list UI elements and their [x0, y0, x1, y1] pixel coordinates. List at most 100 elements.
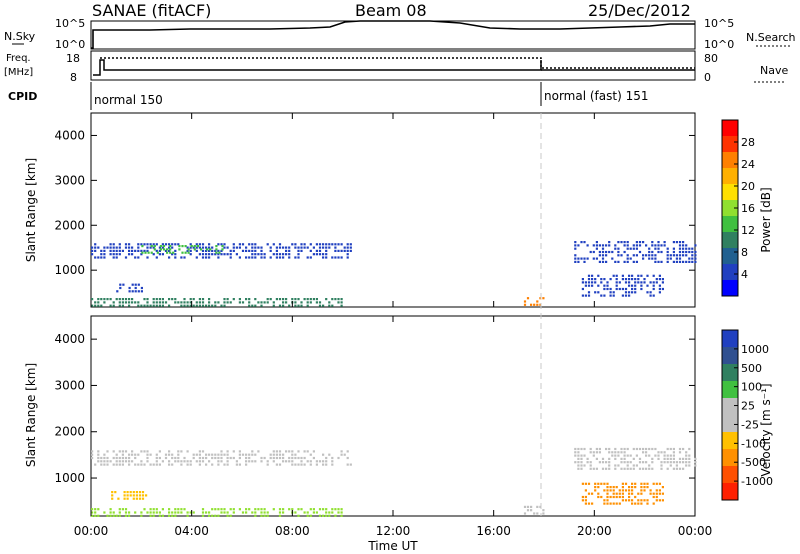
- radar-cell: [189, 304, 192, 307]
- radar-cell: [123, 497, 126, 500]
- radar-cell: [94, 246, 97, 249]
- colorbar-swatch: [722, 200, 738, 217]
- radar-cell: [158, 514, 161, 517]
- radar-cell: [624, 482, 628, 485]
- radar-cell: [635, 247, 638, 250]
- radar-cell: [103, 301, 106, 304]
- radar-cell: [282, 453, 285, 456]
- radar-cell: [685, 260, 688, 263]
- radar-cell: [201, 304, 205, 307]
- radar-cell: [278, 256, 282, 259]
- radar-cell: [174, 301, 177, 304]
- radar-cell: [124, 298, 128, 301]
- radar-cell: [118, 298, 121, 301]
- radar-cell: [183, 298, 186, 301]
- radar-cell: [328, 511, 331, 514]
- radar-cell: [331, 304, 334, 307]
- radar-cell: [315, 301, 318, 304]
- radar-cell: [229, 253, 232, 256]
- radar-cell: [140, 253, 143, 256]
- radar-cell: [642, 241, 645, 244]
- radar-cell: [121, 453, 124, 456]
- radar-cell: [628, 278, 631, 281]
- radar-cell: [115, 246, 118, 249]
- radar-cell: [614, 467, 617, 470]
- radar-cell: [657, 241, 660, 244]
- radar-cell: [306, 298, 309, 301]
- radar-cell: [634, 486, 637, 489]
- radar-cell: [205, 249, 208, 252]
- radar-cell: [328, 304, 331, 307]
- radar-cell: [617, 250, 620, 254]
- radar-cell: [112, 304, 115, 307]
- radar-cell: [121, 456, 124, 460]
- radar-cell: [238, 246, 241, 249]
- radar-cell: [278, 253, 282, 256]
- radar-cell: [211, 456, 214, 460]
- radar-cell: [623, 461, 626, 464]
- radar-cell: [223, 453, 226, 456]
- radar-cell: [97, 508, 100, 511]
- radar-cell: [248, 508, 251, 511]
- radar-cell: [631, 291, 634, 294]
- radar-cell: [291, 243, 294, 246]
- radar-cell: [312, 511, 315, 514]
- radar-cell: [685, 454, 688, 457]
- radar-cell: [211, 249, 214, 252]
- radar-cell: [651, 467, 654, 470]
- radar-cell: [164, 453, 168, 456]
- colorbar-frame: [721, 329, 739, 501]
- radar-cell: [226, 463, 229, 466]
- radar-cell: [178, 248, 181, 251]
- radar-cell: [536, 303, 539, 306]
- radar-cell: [215, 251, 218, 254]
- radar-cell: [315, 253, 318, 256]
- radar-cell: [303, 243, 306, 246]
- radar-cell: [288, 508, 291, 511]
- radar-cell: [260, 511, 263, 514]
- radar-cell: [238, 463, 241, 466]
- radar-cell: [248, 301, 251, 304]
- radar-cell: [349, 249, 352, 252]
- radar-cell: [245, 456, 248, 460]
- radar-cell: [663, 454, 666, 457]
- radar-cell: [661, 492, 664, 495]
- radar-cell: [340, 301, 343, 304]
- radar-cell: [294, 298, 297, 301]
- radar-cell: [215, 245, 218, 248]
- radar-cell: [645, 244, 648, 247]
- radar-cell: [628, 489, 631, 492]
- radar-cell: [640, 284, 643, 287]
- radar-cell: [294, 301, 297, 304]
- radar-cell: [146, 246, 149, 249]
- radar-cell: [648, 454, 651, 457]
- xtick-label: 16:00: [476, 524, 511, 538]
- radar-cell: [100, 249, 103, 252]
- radar-cell: [624, 489, 628, 492]
- radar-cell: [658, 291, 661, 294]
- radar-cell: [198, 460, 201, 463]
- radar-cell: [600, 294, 603, 297]
- radar-cell: [581, 278, 584, 281]
- radar-cell: [141, 251, 144, 254]
- radar-cell: [171, 253, 174, 256]
- radar-cell: [106, 514, 109, 517]
- radar-cell: [192, 456, 195, 460]
- radar-cell: [263, 456, 266, 460]
- radar-cell: [649, 492, 652, 495]
- radar-cell: [205, 463, 208, 466]
- radar-cell: [334, 514, 337, 517]
- radar-cell: [214, 304, 217, 307]
- colorbar-swatch: [722, 248, 738, 265]
- radar-cell: [675, 254, 678, 257]
- xtick-label: 20:00: [577, 524, 612, 538]
- radar-cell: [340, 508, 343, 511]
- radar-cell: [601, 467, 605, 470]
- radar-cell: [134, 301, 137, 304]
- radar-cell: [592, 244, 595, 247]
- colorbar-swatch: [722, 398, 738, 416]
- radar-cell: [159, 245, 162, 248]
- radar-cell: [115, 460, 118, 463]
- radar-cell: [660, 260, 663, 263]
- radar-cell: [183, 456, 186, 460]
